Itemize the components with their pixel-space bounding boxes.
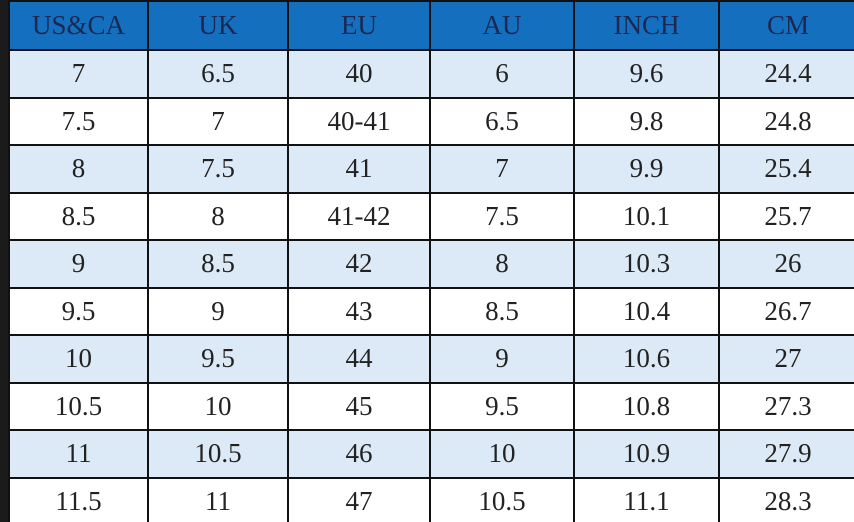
- size-cell: 24.8: [718, 96, 854, 146]
- size-cell: 11: [8, 429, 149, 479]
- size-cell: 9: [8, 239, 149, 289]
- size-table: US&CA UK EU AU INCH CM 7 6.5 40 6 9.6 24.4 7.5 7 40-4…: [8, 0, 854, 522]
- size-cell: 10.6: [573, 334, 720, 384]
- size-row: 9 8.5 42 8 10.3 26: [8, 239, 854, 289]
- size-cell: 8: [8, 144, 149, 194]
- size-cell: 24.4: [718, 49, 854, 99]
- header-cell: UK: [147, 0, 289, 51]
- size-row: 10.5 10 45 9.5 10.8 27.3: [8, 381, 854, 431]
- size-cell: 10.1: [573, 191, 720, 241]
- size-cell: 26.7: [718, 286, 854, 336]
- size-cell: 8.5: [429, 286, 575, 336]
- size-cell: 8.5: [147, 239, 289, 289]
- size-cell: 27.3: [718, 381, 854, 431]
- size-row: 7.5 7 40-41 6.5 9.8 24.8: [8, 96, 854, 146]
- size-cell: 8: [147, 191, 289, 241]
- size-cell: 9.9: [573, 144, 720, 194]
- size-row: 8 7.5 41 7 9.9 25.4: [8, 144, 854, 194]
- size-cell: 10.5: [8, 381, 149, 431]
- size-cell: 41-42: [287, 191, 431, 241]
- size-cell: 10.4: [573, 286, 720, 336]
- size-cell: 10: [429, 429, 575, 479]
- size-row: 11.5 11 47 10.5 11.1 28.3: [8, 476, 854, 522]
- size-cell: 40: [287, 49, 431, 99]
- size-cell: 46: [287, 429, 431, 479]
- size-cell: 27.9: [718, 429, 854, 479]
- size-cell: 10.3: [573, 239, 720, 289]
- size-cell: 10.8: [573, 381, 720, 431]
- size-cell: 7.5: [147, 144, 289, 194]
- size-cell: 25.4: [718, 144, 854, 194]
- size-cell: 9.5: [429, 381, 575, 431]
- size-cell: 47: [287, 476, 431, 522]
- size-cell: 9.5: [8, 286, 149, 336]
- size-cell: 10.9: [573, 429, 720, 479]
- size-cell: 7: [8, 49, 149, 99]
- size-cell: 9: [147, 286, 289, 336]
- size-row: 7 6.5 40 6 9.6 24.4: [8, 49, 854, 99]
- size-cell: 42: [287, 239, 431, 289]
- header-cell: AU: [429, 0, 575, 51]
- size-cell: 26: [718, 239, 854, 289]
- size-cell: 10: [8, 334, 149, 384]
- size-cell: 8: [429, 239, 575, 289]
- size-cell: 11.1: [573, 476, 720, 522]
- size-cell: 8.5: [8, 191, 149, 241]
- size-cell: 28.3: [718, 476, 854, 522]
- size-cell: 9: [429, 334, 575, 384]
- size-cell: 6.5: [147, 49, 289, 99]
- size-row: 9.5 9 43 8.5 10.4 26.7: [8, 286, 854, 336]
- size-cell: 27: [718, 334, 854, 384]
- size-cell: 11.5: [8, 476, 149, 522]
- size-cell: 25.7: [718, 191, 854, 241]
- header-cell: US&CA: [8, 0, 149, 51]
- size-cell: 9.5: [147, 334, 289, 384]
- header-cell: EU: [287, 0, 431, 51]
- size-chart: US&CA UK EU AU INCH CM 7 6.5 40 6 9.6 24.4 7.5 7 40-4…: [8, 0, 854, 522]
- size-cell: 10.5: [147, 429, 289, 479]
- size-cell: 9.6: [573, 49, 720, 99]
- size-cell: 7.5: [429, 191, 575, 241]
- header-row: US&CA UK EU AU INCH CM: [8, 0, 854, 51]
- size-row: 10 9.5 44 9 10.6 27: [8, 334, 854, 384]
- size-cell: 40-41: [287, 96, 431, 146]
- size-cell: 9.8: [573, 96, 720, 146]
- size-cell: 6: [429, 49, 575, 99]
- size-cell: 7: [147, 96, 289, 146]
- size-cell: 45: [287, 381, 431, 431]
- size-cell: 10: [147, 381, 289, 431]
- size-cell: 11: [147, 476, 289, 522]
- size-row: 11 10.5 46 10 10.9 27.9: [8, 429, 854, 479]
- size-cell: 43: [287, 286, 431, 336]
- size-cell: 7: [429, 144, 575, 194]
- size-row: 8.5 8 41-42 7.5 10.1 25.7: [8, 191, 854, 241]
- size-cell: 41: [287, 144, 431, 194]
- header-cell: CM: [718, 0, 854, 51]
- size-cell: 6.5: [429, 96, 575, 146]
- size-cell: 44: [287, 334, 431, 384]
- size-cell: 7.5: [8, 96, 149, 146]
- header-cell: INCH: [573, 0, 720, 51]
- size-cell: 10.5: [429, 476, 575, 522]
